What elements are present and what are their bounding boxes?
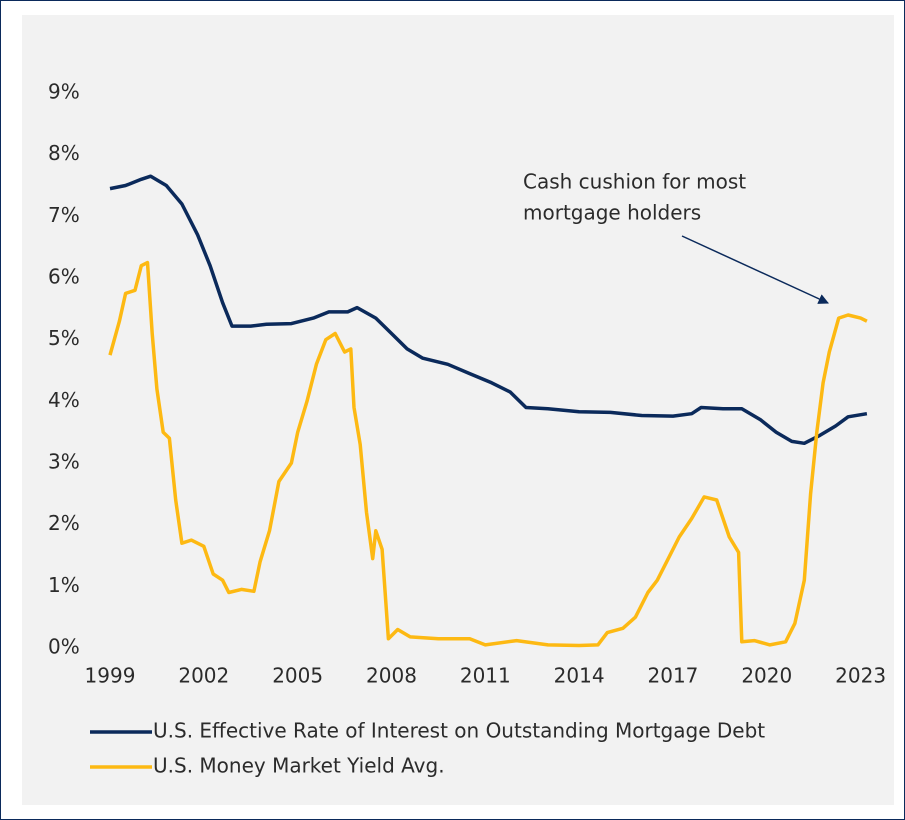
x-tick-label: 1999 [85, 664, 136, 688]
x-tick-label: 2008 [366, 664, 417, 688]
y-tick-label: 7% [48, 203, 80, 227]
x-tick-label: 2005 [272, 664, 323, 688]
y-tick-label: 6% [48, 265, 80, 289]
annotation: Cash cushion for most [523, 170, 746, 194]
panel [22, 15, 894, 805]
y-tick-label: 3% [48, 450, 80, 474]
y-tick-label: 9% [48, 80, 80, 104]
x-tick-label: 2017 [648, 664, 699, 688]
y-tick-label: 0% [48, 635, 80, 659]
x-tick-label: 2002 [178, 664, 229, 688]
y-tick-label: 5% [48, 326, 80, 350]
y-tick-label: 8% [48, 141, 80, 165]
y-tick-label: 2% [48, 511, 80, 535]
annotation-arrow [681, 235, 829, 304]
series-line [108, 260, 868, 648]
x-tick-label: 2011 [460, 664, 511, 688]
y-tick-label: 4% [48, 388, 80, 412]
legend-label: U.S. Effective Rate of Interest on Outst… [153, 719, 765, 743]
y-tick-label: 1% [48, 573, 80, 597]
legend-label: U.S. Money Market Yield Avg. [153, 754, 445, 778]
series-line [109, 174, 868, 446]
annotation: mortgage holders [523, 201, 701, 225]
x-tick-label: 2023 [835, 664, 886, 688]
x-tick-label: 2014 [554, 664, 605, 688]
x-tick-label: 2020 [741, 664, 792, 688]
